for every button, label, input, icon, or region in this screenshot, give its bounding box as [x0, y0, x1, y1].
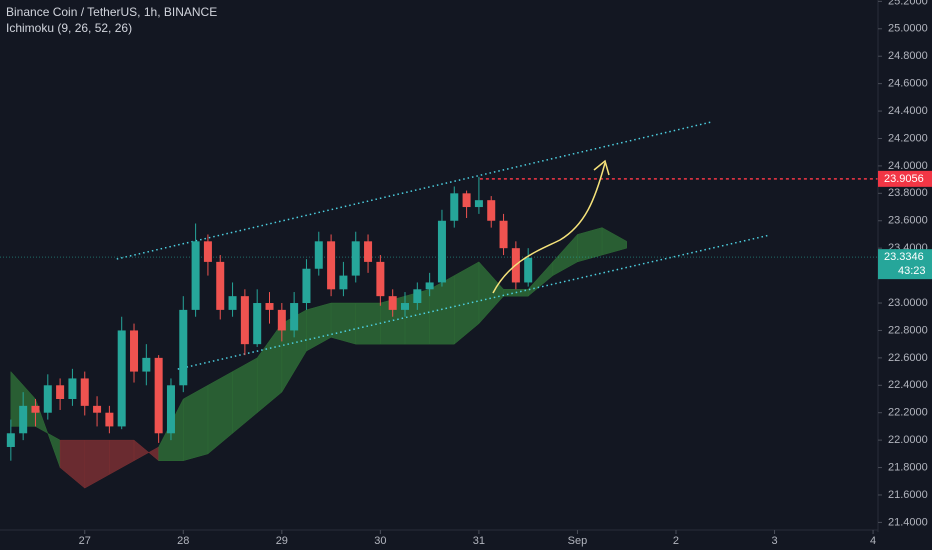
- forecast-arrow-head: [593, 159, 610, 176]
- candle-body: [253, 303, 262, 345]
- candle-body: [6, 433, 15, 447]
- chart-title: Binance Coin / TetherUS, 1h, BINANCE: [6, 5, 217, 19]
- y-tick-label: 24.0000: [888, 160, 928, 172]
- y-tick-label: 21.8000: [888, 461, 928, 473]
- y-tick-label: 24.8000: [888, 50, 928, 62]
- candle-body: [117, 330, 126, 427]
- candle-body: [290, 303, 299, 331]
- x-tick-label: 27: [79, 535, 91, 547]
- candle-body: [413, 289, 422, 304]
- candles: [6, 176, 533, 461]
- x-tick-label: 30: [374, 535, 386, 547]
- y-tick-label: 22.6000: [888, 352, 928, 364]
- x-tick-label: 3: [771, 535, 777, 547]
- forecast-arrow: [492, 162, 606, 294]
- candle-body: [265, 303, 274, 310]
- y-tick-label: 24.4000: [888, 105, 928, 117]
- y-tick-label: 24.6000: [888, 78, 928, 90]
- y-tick-label: 21.6000: [888, 489, 928, 501]
- indicator-label: Ichimoku (9, 26, 52, 26): [6, 21, 132, 35]
- candle-body: [474, 200, 483, 208]
- y-tick-label: 23.6000: [888, 215, 928, 227]
- candle-body: [302, 268, 311, 304]
- y-tick-label: 22.0000: [888, 434, 928, 446]
- axes: 21.4000 21.6000 21.8000 22.0000 22.2000 22.40…: [79, 0, 932, 547]
- x-tick-label: Sep: [568, 535, 588, 547]
- candle-body: [228, 296, 237, 310]
- x-tick-label: 2: [673, 535, 679, 547]
- countdown-label: 43:23: [898, 265, 926, 277]
- candle-body: [376, 261, 385, 297]
- x-tick-label: 4: [870, 535, 876, 547]
- resistance-price-box: [878, 170, 932, 187]
- candle-body: [327, 241, 336, 290]
- candle-body: [364, 241, 373, 262]
- trend-line: [116, 121, 713, 260]
- candle-body: [499, 220, 508, 249]
- candle-body: [401, 303, 410, 310]
- cloud-segment: [330, 302, 356, 345]
- candle-body: [31, 405, 40, 413]
- last-price-box: [878, 249, 932, 280]
- candle-body: [425, 282, 434, 290]
- candle-body: [130, 330, 139, 372]
- x-tick-label: 28: [177, 535, 189, 547]
- cloud-segment: [601, 227, 627, 256]
- candle-body: [339, 275, 348, 290]
- candle-body: [277, 309, 286, 331]
- candle-body: [166, 385, 175, 434]
- y-tick-label: 24.2000: [888, 132, 928, 144]
- y-tick-label: 22.8000: [888, 324, 928, 336]
- y-tick-label: 21.4000: [888, 516, 928, 528]
- candle-body: [179, 309, 188, 386]
- candle-body: [56, 385, 65, 399]
- candle-body: [68, 378, 77, 399]
- candle-body: [314, 241, 323, 269]
- candle-body: [191, 241, 200, 310]
- candle-body: [203, 241, 212, 262]
- candle-body: [93, 405, 102, 413]
- candle-body: [437, 220, 446, 283]
- candle-body: [142, 357, 151, 372]
- x-tick-label: 29: [276, 535, 288, 547]
- cloud-segment: [355, 302, 381, 345]
- y-tick-label: 23.0000: [888, 297, 928, 309]
- candle-body: [216, 261, 225, 310]
- candle-body: [80, 378, 89, 406]
- candle-body: [462, 193, 471, 208]
- candle-body: [240, 296, 249, 345]
- candle-body: [105, 412, 114, 427]
- candle-body: [524, 257, 533, 283]
- y-tick-label: 25.2000: [888, 0, 928, 7]
- candle-body: [388, 296, 397, 310]
- last-price-label: 23.3346: [884, 251, 924, 263]
- candle-body: [487, 200, 496, 221]
- y-tick-label: 25.0000: [888, 23, 928, 35]
- y-tick-label: 23.8000: [888, 187, 928, 199]
- candle-body: [351, 241, 360, 276]
- candle-body: [19, 405, 28, 434]
- resistance-price-label: 23.9056: [884, 173, 924, 185]
- ichimoku-cloud: [10, 227, 627, 489]
- candle-body: [154, 357, 163, 434]
- y-tick-label: 22.4000: [888, 379, 928, 391]
- y-tick-label: 22.2000: [888, 407, 928, 419]
- candle-body: [43, 385, 52, 413]
- x-tick-label: 31: [473, 535, 485, 547]
- candle-body: [450, 193, 459, 221]
